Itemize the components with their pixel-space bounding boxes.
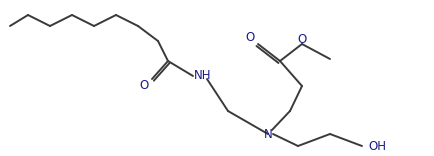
Text: OH: OH <box>367 139 385 153</box>
Text: N: N <box>263 127 272 141</box>
Text: O: O <box>139 80 148 93</box>
Text: O: O <box>297 34 306 46</box>
Text: NH: NH <box>194 70 211 83</box>
Text: O: O <box>245 32 254 44</box>
